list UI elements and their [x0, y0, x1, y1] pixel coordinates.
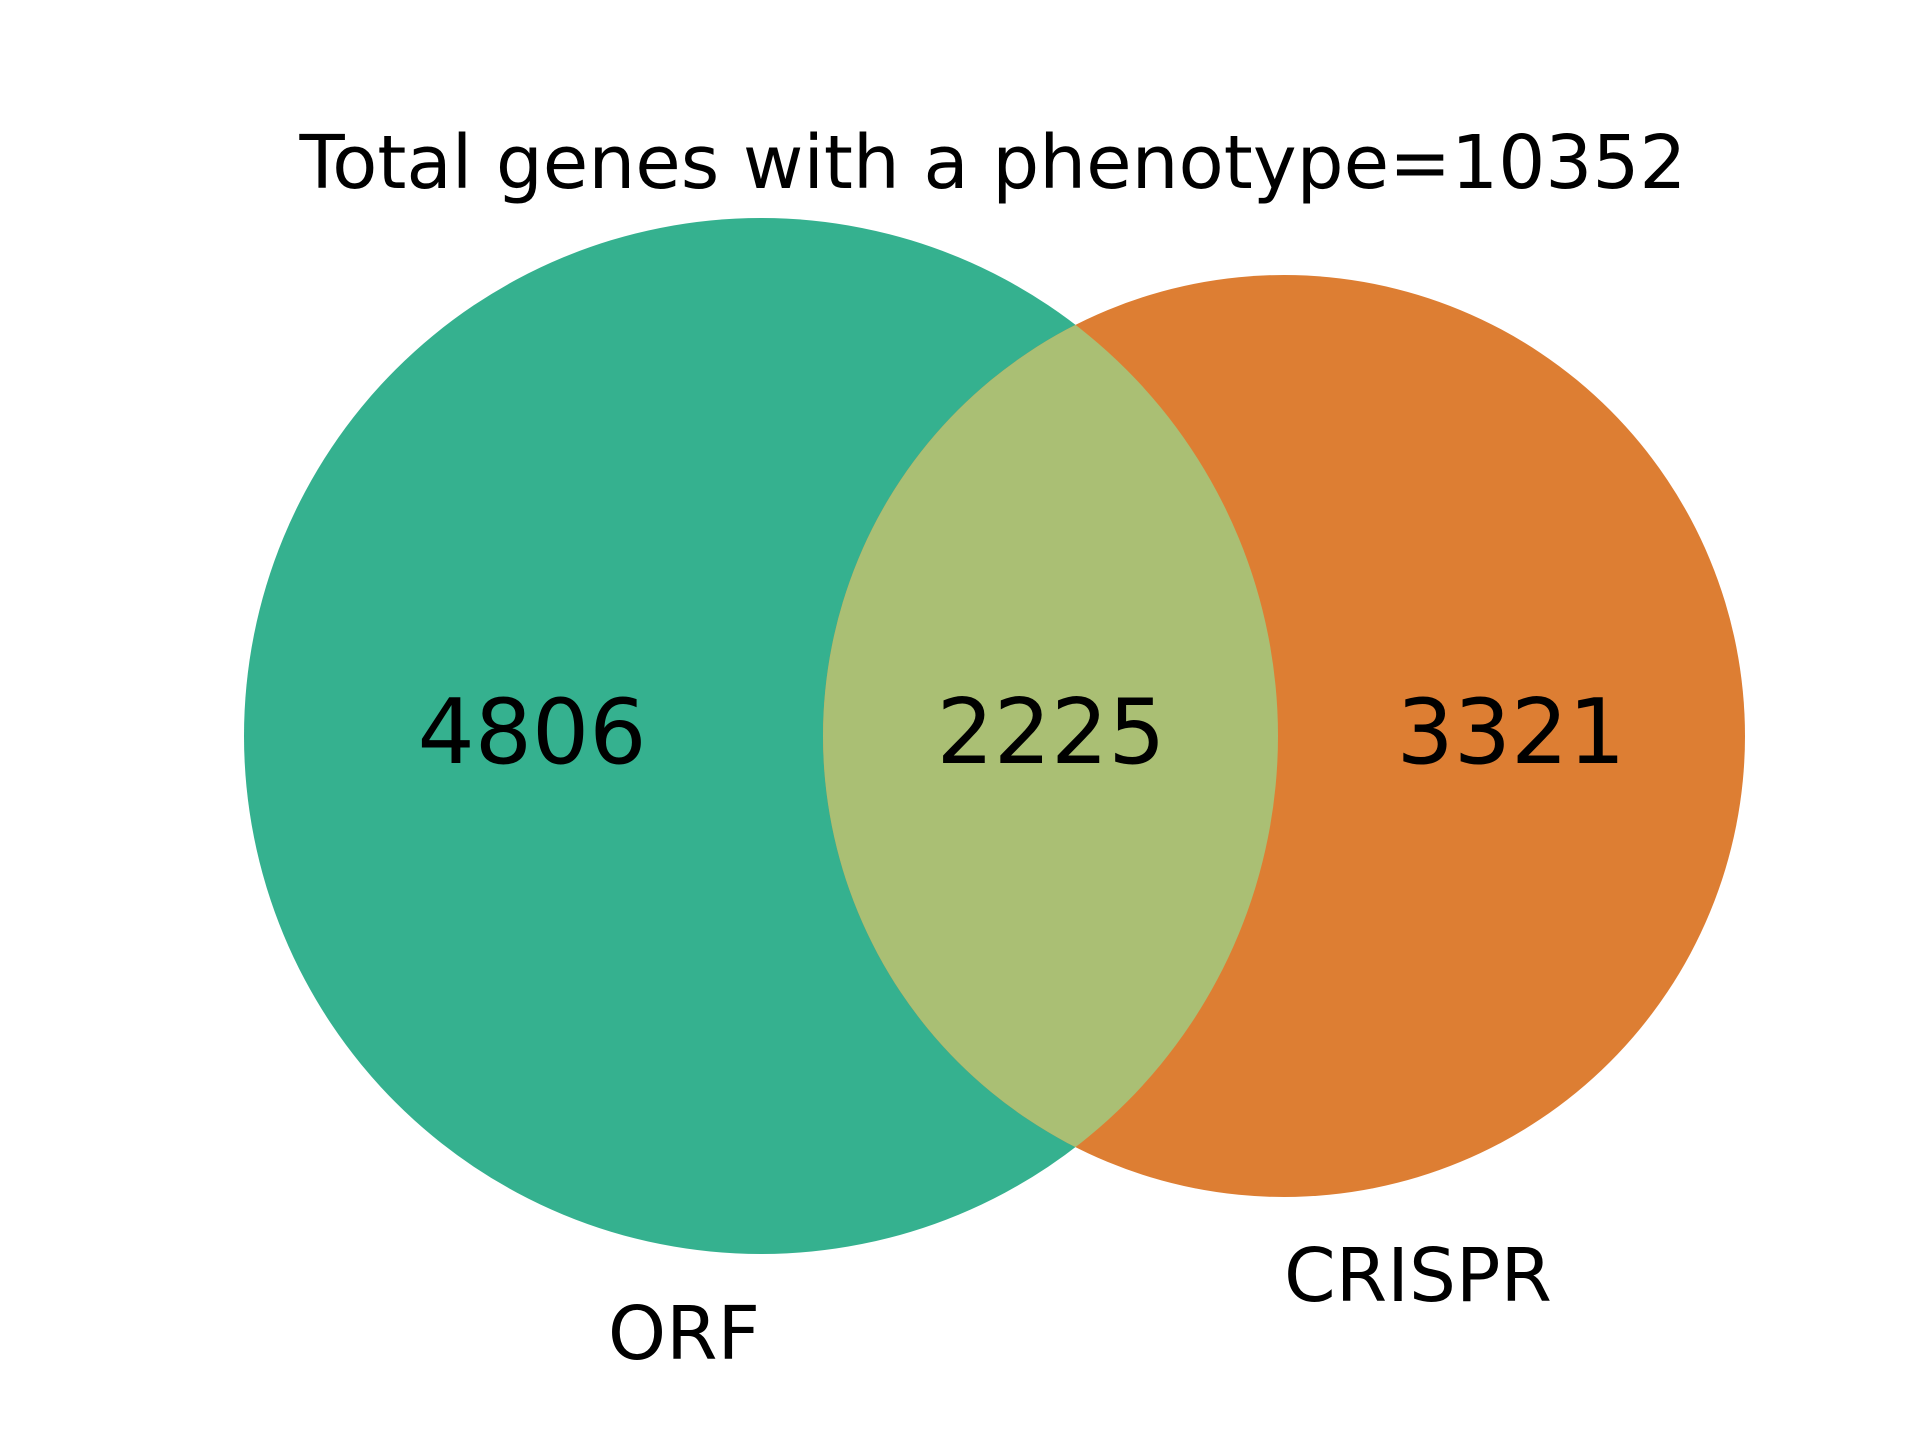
diagram-title: Total genes with a phenotype=10352: [298, 120, 1686, 206]
crispr-only-count: 3321: [1396, 680, 1625, 785]
intersection-count: 2225: [936, 680, 1165, 785]
intersection-region: [823, 275, 1278, 1197]
crispr-label: CRISPR: [1284, 1233, 1552, 1319]
orf-only-count: 4806: [417, 680, 646, 785]
orf-label: ORF: [608, 1291, 760, 1377]
